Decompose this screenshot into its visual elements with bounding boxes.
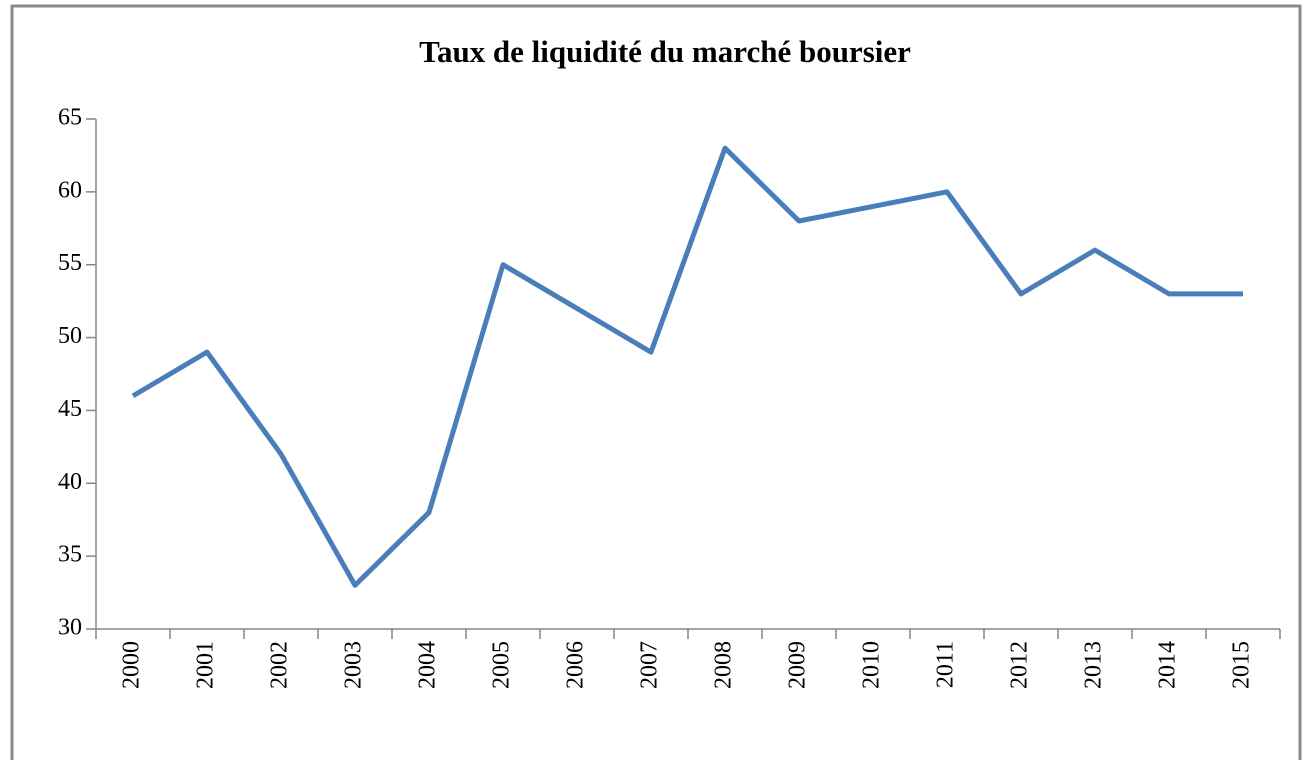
x-tick-label: 2010 — [859, 641, 885, 689]
y-tick-label: 35 — [58, 542, 82, 568]
chart-title: Taux de liquidité du marché boursier — [419, 34, 911, 69]
x-tick-label: 2015 — [1229, 641, 1255, 689]
y-tick-label: 40 — [58, 469, 82, 495]
y-tick-label: 30 — [58, 615, 82, 641]
x-tick-label: 2014 — [1155, 641, 1181, 689]
x-tick-label: 2000 — [119, 641, 145, 689]
x-tick-label: 2003 — [341, 641, 367, 689]
x-tick-label: 2009 — [785, 641, 811, 689]
x-tick-label: 2004 — [415, 641, 441, 689]
x-tick-label: 2012 — [1007, 641, 1033, 689]
x-tick-label: 2006 — [563, 641, 589, 689]
y-tick-label: 65 — [58, 105, 82, 131]
x-tick-label: 2011 — [933, 641, 959, 688]
data-line — [131, 145, 1243, 588]
y-tick-label: 45 — [58, 396, 82, 422]
x-tick-label: 2013 — [1081, 641, 1107, 689]
x-tick-label: 2002 — [267, 641, 293, 689]
x-tick-label: 2008 — [711, 641, 737, 689]
x-tick-label: 2007 — [637, 641, 663, 689]
y-tick-label: 55 — [58, 250, 82, 276]
x-tick-label: 2001 — [193, 641, 219, 689]
y-tick-label: 50 — [58, 323, 82, 349]
x-tick-label: 2005 — [489, 641, 515, 689]
y-tick-label: 60 — [58, 177, 82, 203]
